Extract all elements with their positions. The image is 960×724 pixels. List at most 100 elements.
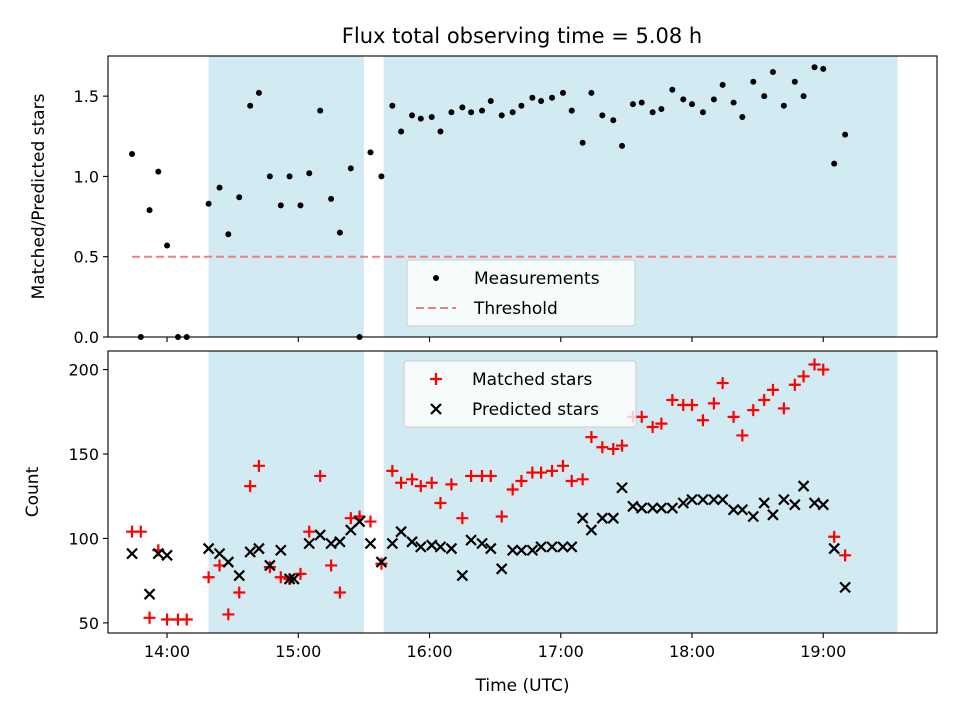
legend-label: Measurements bbox=[474, 269, 600, 289]
matched-stars-point bbox=[817, 363, 830, 376]
matched-stars-point bbox=[244, 480, 257, 493]
predicted-stars-point bbox=[596, 512, 609, 524]
matched-stars-point bbox=[556, 459, 569, 472]
x-tick-label: 16:00 bbox=[406, 642, 452, 661]
predicted-stars-point bbox=[288, 573, 300, 585]
matched-stars-point bbox=[414, 480, 427, 493]
predicted-stars-point bbox=[406, 536, 418, 548]
matched-stars-point bbox=[797, 370, 810, 383]
predicted-stars-point bbox=[303, 537, 316, 550]
legend-measurement-marker bbox=[433, 275, 439, 281]
measurement-point bbox=[842, 131, 849, 138]
matched-stars-point bbox=[484, 469, 497, 482]
predicted-stars-point bbox=[445, 542, 458, 555]
predicted-stars-point bbox=[565, 541, 578, 553]
axes-frame bbox=[107, 350, 938, 634]
measurement-point bbox=[831, 160, 838, 167]
matched-stars-point bbox=[233, 586, 246, 599]
measurement-point bbox=[437, 128, 444, 135]
y-tick-label: 100 bbox=[68, 529, 99, 548]
measurement-point bbox=[225, 231, 232, 238]
matched-stars-point bbox=[180, 613, 193, 626]
measurement-point bbox=[719, 81, 726, 88]
predicted-stars-point bbox=[677, 497, 690, 509]
measurement-point bbox=[306, 170, 313, 177]
matched-stars-point bbox=[655, 417, 668, 430]
measurement-point bbox=[459, 104, 466, 111]
y-tick-label: 200 bbox=[68, 361, 99, 380]
predicted-stars-point bbox=[415, 541, 427, 553]
measurement-point bbox=[769, 69, 776, 76]
matched-stars-point bbox=[808, 358, 821, 371]
matched-stars-point bbox=[766, 383, 779, 396]
matched-stars-point bbox=[736, 429, 749, 442]
predicted-stars-point bbox=[839, 581, 851, 594]
matched-stars-point bbox=[747, 404, 760, 417]
y-axis-label: Matched/Predicted stars bbox=[29, 93, 49, 299]
matched-stars-point bbox=[465, 469, 478, 482]
predicted-stars-point bbox=[425, 539, 438, 551]
measurement-point bbox=[739, 114, 746, 121]
y-tick-label: 150 bbox=[68, 445, 99, 464]
matched-stars-point bbox=[314, 469, 327, 482]
predicted-stars-point bbox=[275, 544, 287, 557]
matched-stars-point bbox=[616, 439, 629, 452]
matched-stars-point bbox=[716, 377, 729, 390]
measurement-point bbox=[658, 105, 665, 112]
matched-stars-point bbox=[535, 466, 548, 479]
predicted-stars-point bbox=[535, 541, 547, 553]
matched-stars-point bbox=[456, 512, 469, 525]
matched-stars-point bbox=[274, 571, 287, 584]
measurement-point bbox=[750, 78, 757, 85]
measurement-point bbox=[538, 97, 545, 104]
measurement-point bbox=[297, 202, 304, 209]
predicted-stars-point bbox=[828, 542, 840, 555]
matched-stars-point bbox=[635, 410, 648, 423]
predicted-stars-point bbox=[686, 493, 698, 506]
measurement-point bbox=[146, 207, 153, 214]
x-axis-label: Time (UTC) bbox=[475, 676, 570, 696]
measurement-point bbox=[236, 194, 243, 201]
predicted-stars-point bbox=[375, 556, 388, 568]
predicted-stars-point bbox=[607, 512, 620, 524]
measurement-point bbox=[529, 94, 536, 101]
matched-stars-point bbox=[263, 561, 276, 574]
matched-stars-point bbox=[495, 510, 508, 523]
matched-stars-point bbox=[585, 431, 598, 444]
matched-stars-point bbox=[375, 557, 388, 570]
measurement-point bbox=[509, 109, 516, 116]
measurement-point bbox=[568, 107, 575, 114]
measurement-point bbox=[780, 102, 787, 109]
measurement-point bbox=[205, 200, 212, 207]
predicted-stars-point bbox=[161, 549, 173, 562]
x-tick-label: 15:00 bbox=[275, 642, 321, 661]
measurement-point bbox=[820, 65, 827, 72]
matched-stars-point bbox=[839, 549, 852, 562]
predicted-stars-point bbox=[476, 537, 488, 550]
y-axis-label: Count bbox=[23, 466, 43, 517]
matched-stars-point bbox=[666, 393, 679, 406]
matched-stars-point bbox=[777, 402, 790, 415]
measurement-point bbox=[629, 101, 636, 108]
predicted-stars-point bbox=[465, 534, 477, 546]
axes-frame bbox=[107, 55, 938, 338]
predicted-stars-point bbox=[778, 493, 790, 506]
measurement-point bbox=[549, 94, 556, 101]
y-tick-label: 1.5 bbox=[74, 87, 99, 106]
measurement-point bbox=[155, 168, 162, 175]
measurement-point bbox=[428, 114, 435, 121]
measurement-point bbox=[689, 101, 696, 108]
matched-stars-point bbox=[515, 475, 528, 488]
predicted-stars-point bbox=[495, 563, 508, 575]
matched-stars-point bbox=[406, 473, 419, 486]
predicted-stars-point bbox=[758, 497, 770, 509]
measurement-point bbox=[479, 107, 486, 114]
predicted-stars-point bbox=[557, 541, 569, 553]
predicted-stars-point bbox=[253, 542, 265, 555]
predicted-stars-point bbox=[283, 573, 296, 585]
matched-stars-point bbox=[333, 586, 346, 599]
matched-stars-point bbox=[161, 613, 174, 626]
measurement-point bbox=[710, 96, 717, 103]
top-axes-ratio: 0.0 0.5 1.0 1.5 Matched/Predicted stars Measu… bbox=[29, 55, 938, 347]
predicted-stars-point bbox=[635, 502, 648, 514]
